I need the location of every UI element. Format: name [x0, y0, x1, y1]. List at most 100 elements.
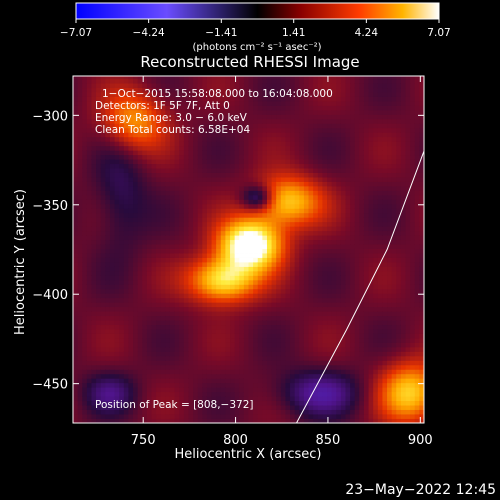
heatmap-cell	[248, 208, 254, 214]
heatmap-cell	[73, 123, 79, 129]
heatmap-cell	[82, 302, 88, 308]
heatmap-cell	[253, 405, 259, 410]
heatmap-cell	[294, 194, 300, 200]
heatmap-cell	[123, 306, 129, 312]
heatmap-cell	[197, 275, 203, 281]
heatmap-cell	[266, 391, 272, 397]
heatmap-cell	[313, 405, 319, 410]
heatmap-cell	[206, 136, 212, 142]
heatmap-cell	[271, 400, 277, 406]
heatmap-cell	[331, 118, 337, 124]
heatmap-cell	[211, 190, 217, 196]
heatmap-cell	[363, 311, 369, 317]
heatmap-cell	[262, 114, 268, 120]
heatmap-cell	[123, 311, 129, 317]
heatmap-cell	[156, 92, 162, 97]
heatmap-cell	[350, 284, 356, 290]
heatmap-cell	[146, 141, 152, 147]
heatmap-cell	[169, 382, 176, 388]
heatmap-cell	[243, 262, 249, 267]
heatmap-cell	[331, 154, 337, 160]
heatmap-cell	[271, 230, 277, 236]
heatmap-cell	[354, 378, 360, 384]
heatmap-cell	[313, 342, 319, 348]
heatmap-cell	[211, 248, 217, 254]
heatmap-cell	[345, 212, 351, 218]
heatmap-cell	[151, 76, 157, 80]
heatmap-cell	[82, 96, 88, 102]
heatmap-cell	[336, 253, 342, 258]
heatmap-cell	[114, 400, 120, 406]
heatmap-cell	[77, 396, 83, 402]
heatmap-cell	[253, 306, 259, 312]
heatmap-cell	[225, 378, 231, 384]
heatmap-cell	[280, 378, 286, 384]
heatmap-cell	[253, 333, 259, 339]
heatmap-cell	[243, 226, 249, 232]
heatmap-cell	[363, 127, 369, 133]
heatmap-cell	[234, 275, 240, 281]
heatmap-cell	[174, 279, 180, 285]
heatmap-cell	[359, 293, 365, 299]
heatmap-cell	[202, 186, 208, 191]
heatmap-cell	[248, 105, 254, 111]
heatmap-cell	[266, 123, 272, 129]
heatmap-cell	[350, 154, 356, 160]
heatmap-cell	[216, 355, 222, 361]
heatmap-cell	[234, 203, 240, 209]
heatmap-cell	[179, 118, 185, 124]
heatmap-cell	[280, 396, 286, 402]
heatmap-cell	[133, 208, 139, 214]
heatmap-cell	[363, 190, 369, 196]
heatmap-cell	[86, 177, 92, 182]
heatmap-cell	[308, 364, 314, 370]
heatmap-cell	[146, 279, 152, 285]
heatmap-cell	[169, 320, 176, 326]
heatmap-cell	[73, 405, 79, 410]
heatmap-cell	[151, 324, 157, 330]
heatmap-cell	[285, 145, 291, 151]
heatmap-cell	[280, 382, 286, 388]
heatmap-cell	[271, 355, 277, 361]
heatmap-cell	[345, 302, 351, 308]
heatmap-cell	[220, 284, 226, 290]
heatmap-cell	[100, 266, 106, 272]
heatmap-cell	[211, 333, 217, 339]
heatmap-cell	[128, 302, 134, 308]
heatmap-cell	[280, 168, 286, 173]
heatmap-cell	[234, 387, 240, 393]
heatmap-cell	[234, 181, 240, 187]
heatmap-cell	[308, 92, 314, 97]
heatmap-cell	[160, 364, 166, 370]
heatmap-cell	[308, 244, 314, 249]
heatmap-cell	[331, 123, 337, 129]
heatmap-cell	[202, 262, 208, 267]
heatmap-cell	[128, 270, 134, 276]
heatmap-cell	[137, 311, 143, 317]
heatmap-cell	[253, 342, 259, 348]
heatmap-cell	[156, 293, 162, 299]
heatmap-cell	[188, 194, 194, 200]
heatmap-cell	[327, 355, 333, 361]
heatmap-cell	[188, 177, 194, 182]
heatmap-cell	[179, 378, 185, 384]
heatmap-cell	[211, 346, 217, 352]
heatmap-cell	[331, 382, 337, 388]
heatmap-cell	[363, 333, 369, 339]
heatmap-cell	[220, 369, 226, 375]
heatmap-cell	[128, 141, 134, 147]
heatmap-cell	[73, 333, 79, 339]
heatmap-cell	[262, 141, 268, 147]
heatmap-cell	[322, 324, 328, 330]
heatmap-cell	[299, 168, 305, 173]
heatmap-cell	[350, 194, 356, 200]
heatmap-cell	[109, 78, 115, 84]
heatmap-cell	[257, 78, 263, 84]
heatmap-cell	[202, 163, 208, 169]
heatmap-cell	[105, 118, 111, 124]
heatmap-cell	[290, 114, 296, 120]
heatmap-cell	[225, 244, 231, 249]
heatmap-cell	[248, 177, 254, 182]
heatmap-cell	[340, 109, 346, 115]
heatmap-cell	[248, 409, 254, 415]
